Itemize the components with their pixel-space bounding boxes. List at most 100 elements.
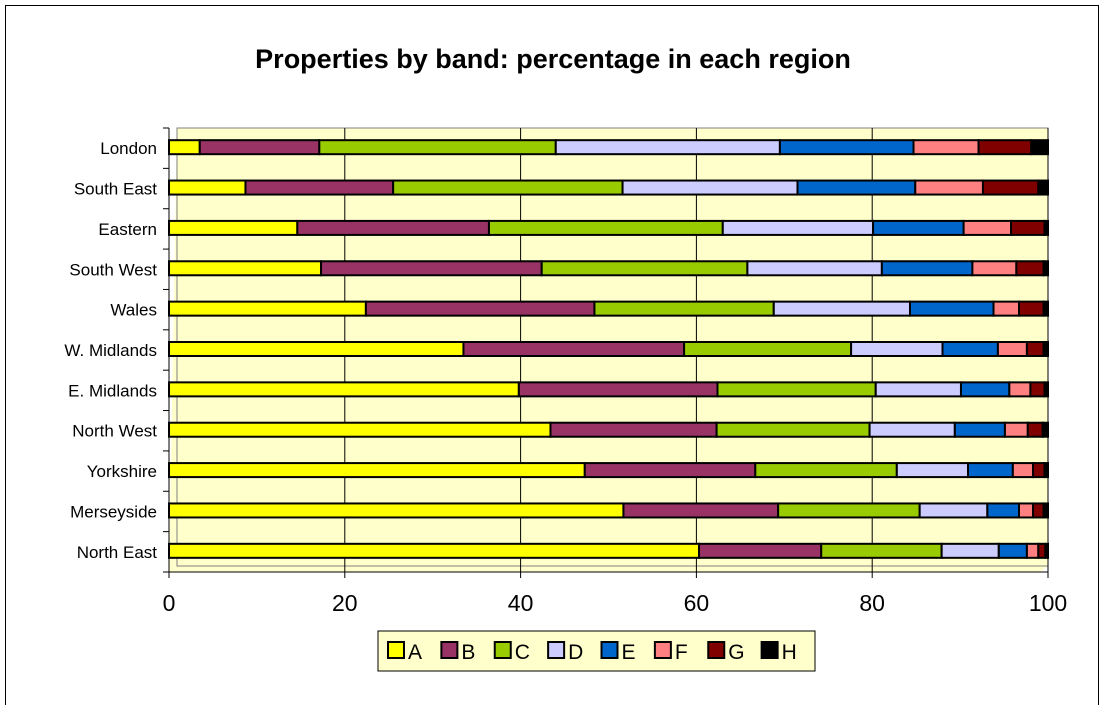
bar-segment-B [583,462,757,479]
bar-segment-H [1042,502,1049,519]
x-tick-label: 100 [1029,590,1067,616]
legend-swatch-C [493,641,512,659]
x-tick-label: 20 [332,590,358,616]
bar-segment-E [959,381,1011,398]
bar-segment-G [1032,462,1046,479]
x-tick-label: 60 [684,590,710,616]
bar-segment-B [198,139,321,156]
y-tick-label: Eastern [98,220,157,239]
bar-segment-F [971,260,1018,277]
bar-segment-D [918,502,989,519]
bar-segment-E [908,300,995,317]
y-tick-label: Wales [110,301,157,320]
bar-segment-A [168,179,247,196]
x-tick-label: 40 [508,590,534,616]
bar-segment-C [392,179,624,196]
bar-segment-D [721,219,875,236]
bar-segment-C [683,341,853,357]
chart-title: Properties by band: percentage in each r… [255,44,851,74]
y-tick-label: W. Midlands [64,341,157,360]
bar-segment-G [1017,300,1045,317]
bar-segment-F [1003,421,1029,438]
bar-segment-H [1043,219,1050,236]
bar-segment-C [754,462,898,479]
bar-segment-B [517,381,719,398]
bar-segment-E [953,421,1006,438]
bar-segment-F [996,341,1028,357]
bar-segment-H [1043,462,1050,479]
bar-segment-H [1042,260,1049,277]
bar-segment-D [554,139,781,156]
bar-segment-D [874,381,962,398]
bar-segment-C [593,300,775,317]
bar-segment-F [1011,462,1035,479]
bar-segment-F [1025,542,1040,559]
legend-swatch-F [653,641,672,659]
bar-segment-D [772,300,911,317]
bar-segment-G [1032,502,1045,519]
bar-segment-F [1008,381,1032,398]
legend-label: E [622,641,636,664]
bar-segment-E [778,139,915,156]
bar-segment-D [621,179,799,196]
bar-segment-C [777,502,921,519]
bar-segment-A [168,341,465,357]
bar-segment-A [168,219,299,236]
chart-frame [5,5,1099,705]
legend-swatch-D [547,641,566,659]
bar-segment-G [977,139,1033,156]
bar-segment-A [168,300,367,317]
bar-segment-C [540,260,749,277]
bar-segment-G [1029,381,1046,398]
bar-segment-A [168,260,323,277]
bar-segment-A [168,502,625,519]
bar-segment-E [967,462,1014,479]
bar-segment-B [549,421,718,438]
bar-segment-H [1044,542,1050,559]
bar-segment-E [997,542,1028,559]
y-tick-label: E. Midlands [68,381,157,400]
bar-segment-F [912,139,980,156]
bar-segment-C [715,421,871,438]
bar-segment-F [1017,502,1035,519]
legend-label: F [675,641,688,664]
bar-segment-E [872,219,965,236]
bar-segment-G [981,179,1040,196]
bar-segment-F [962,219,1013,236]
y-tick-label: North East [77,543,158,562]
bar-segment-A [168,381,520,398]
bar-segment-C [716,381,877,398]
bar-segment-E [941,341,999,357]
bar-segment-B [698,542,823,559]
bar-segment-E [880,260,974,277]
bar-segment-D [895,462,970,479]
bar-segment-B [364,300,596,317]
bar-segment-B [320,260,543,277]
bar-segment-B [462,341,686,357]
legend-label: B [461,641,475,664]
bar-segment-G [1037,542,1047,559]
legend-label: C [515,641,530,664]
bar-segment-C [487,219,724,236]
legend-label: A [408,641,422,664]
legend-swatch-G [707,641,726,659]
legend-swatch-B [440,641,459,659]
y-tick-label: Yorkshire [87,462,157,481]
bar-segment-B [244,179,395,196]
legend-label: H [782,641,797,664]
bar-segment-B [622,502,780,519]
bar-segment-D [940,542,1000,559]
bar-segment-C [318,139,557,156]
legend-label: D [568,641,583,664]
bar-segment-D [850,341,944,357]
bar-segment-H [1037,179,1050,196]
bar-segment-H [1030,139,1049,156]
y-tick-label: London [100,139,157,158]
x-tick-label: 0 [163,590,176,616]
bar-segment-D [746,260,883,277]
bar-segment-F [992,300,1020,317]
y-tick-label: South West [69,260,157,279]
bar-segment-G [1015,260,1045,277]
y-tick-label: North West [72,422,157,441]
